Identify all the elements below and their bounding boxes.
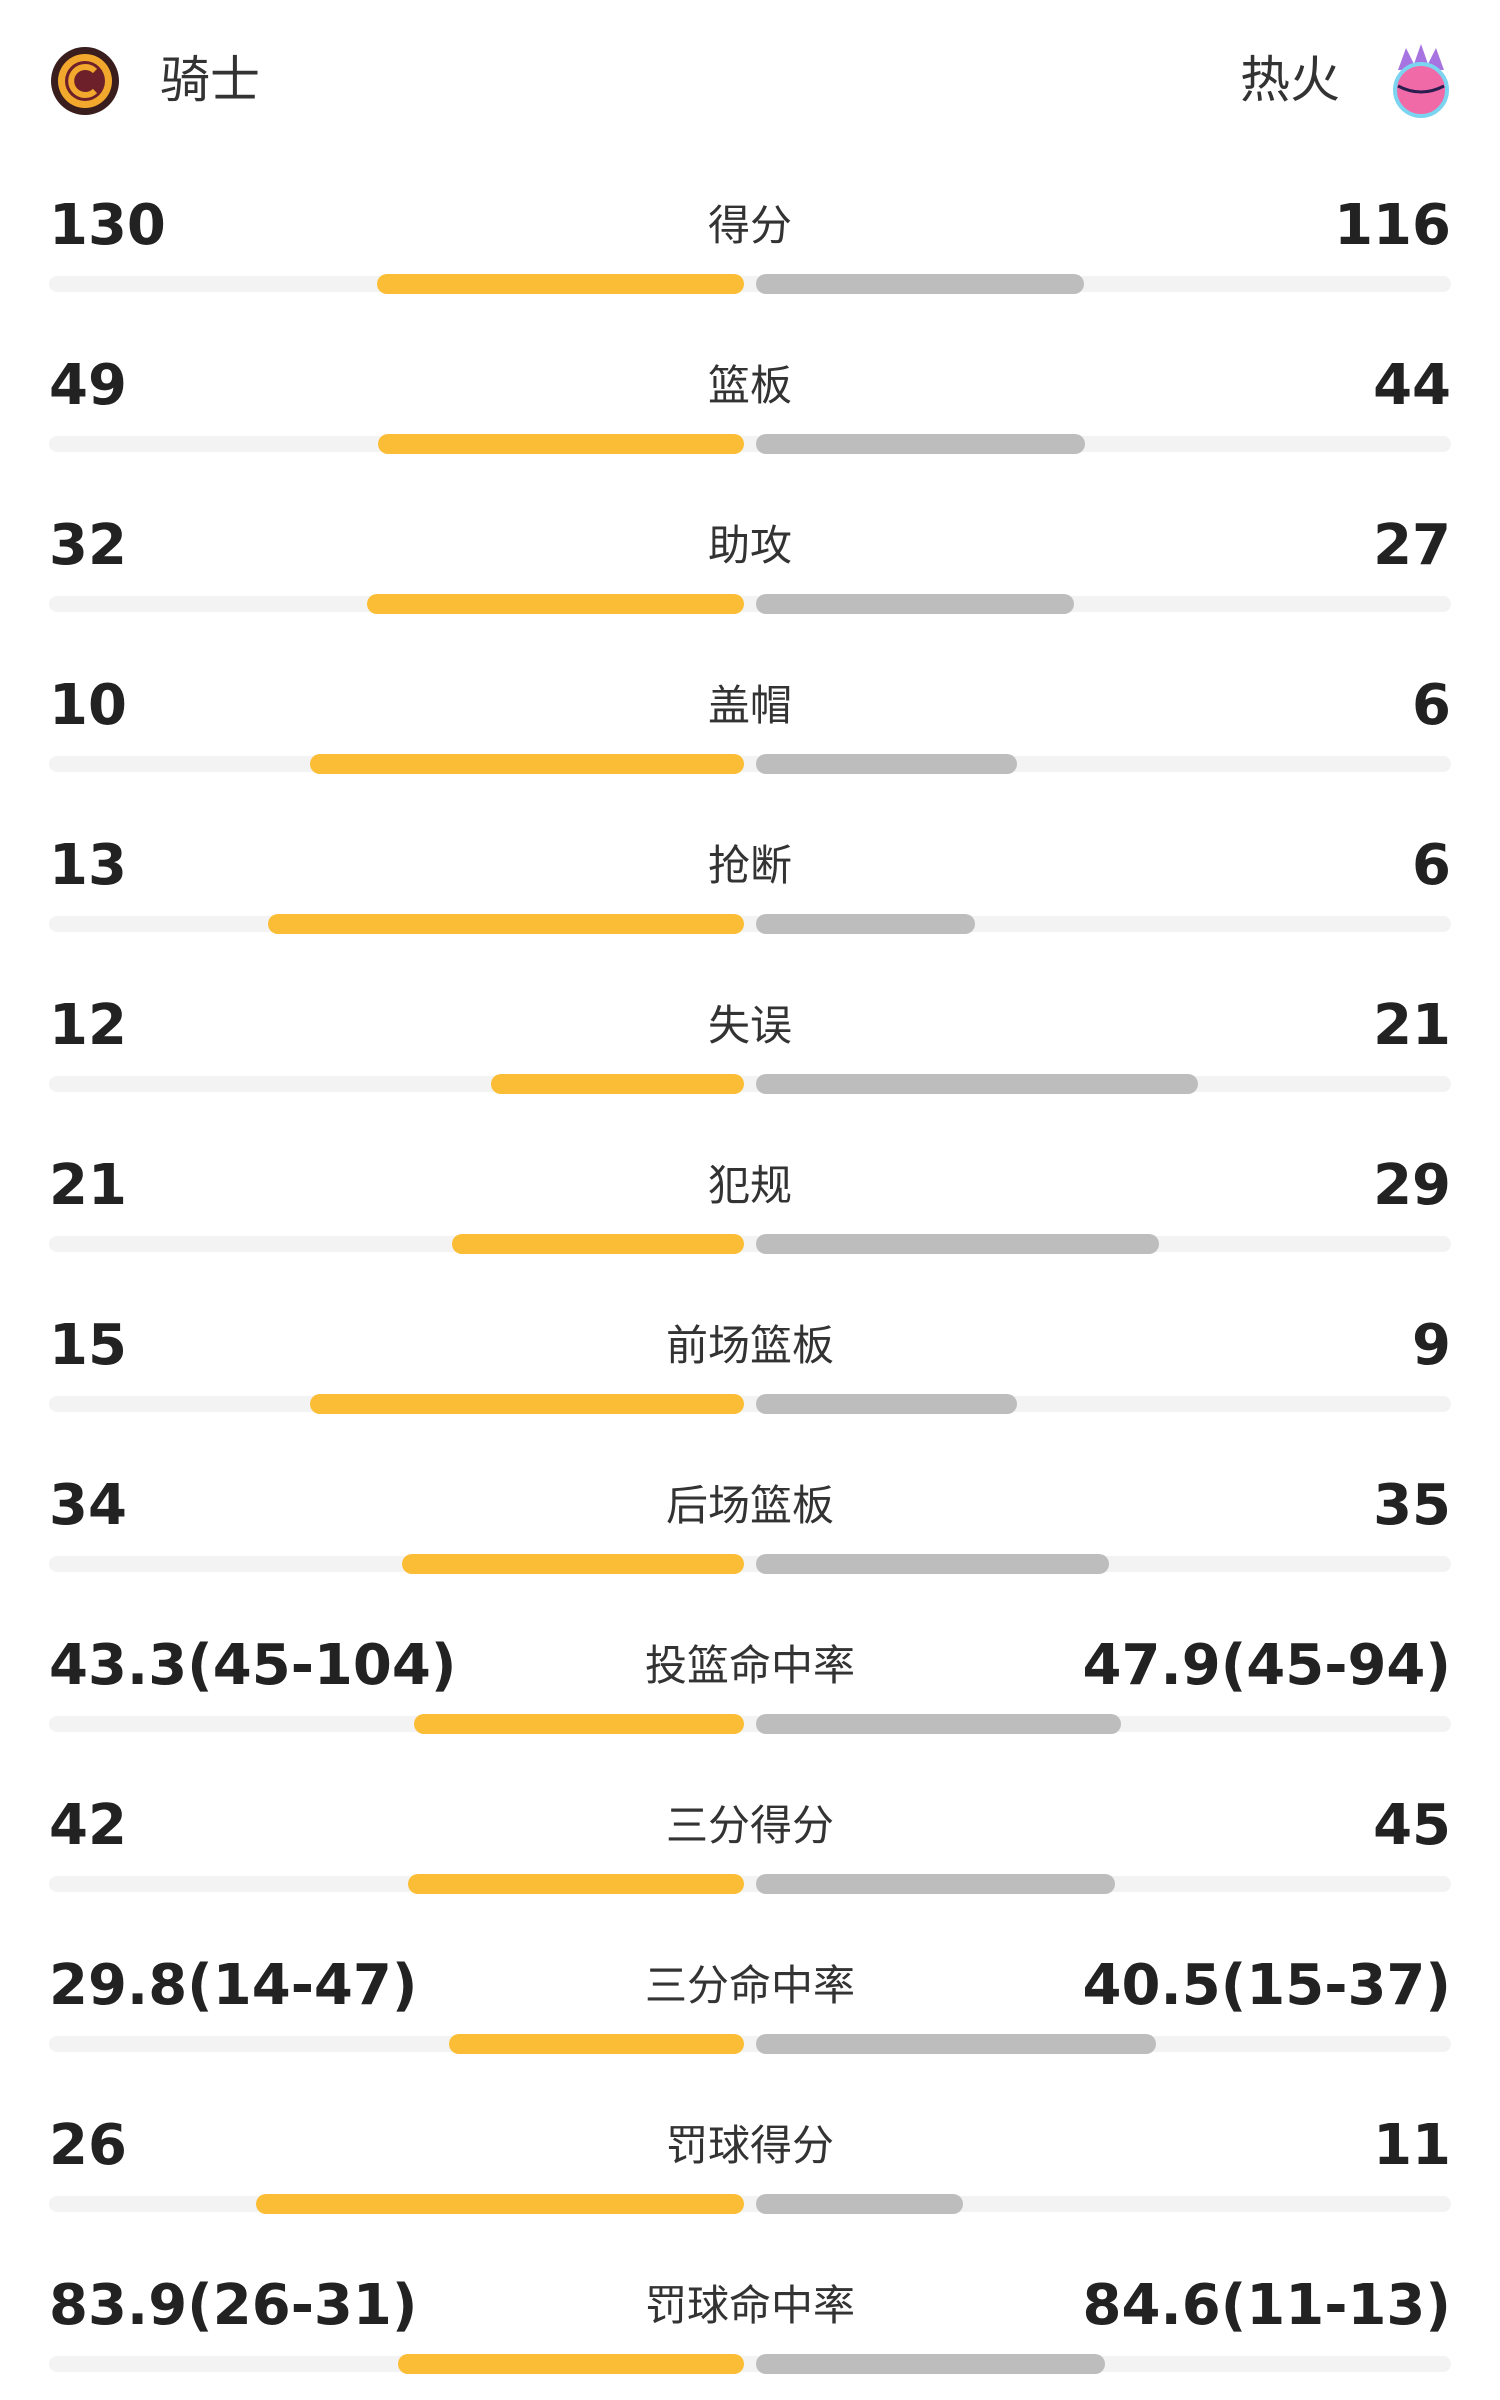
away-bar: [756, 914, 976, 934]
left-value: 42: [49, 1793, 127, 1858]
bar-track: [49, 1076, 1451, 1092]
stat-label: 失误: [707, 1001, 792, 1050]
right-value: 29: [1373, 1153, 1451, 1218]
left-value: 130: [49, 193, 166, 258]
right-value: 11: [1373, 2113, 1451, 2178]
left-value: 10: [49, 673, 127, 738]
bar-track: [49, 2036, 1451, 2052]
bar-track: [49, 1236, 1451, 1252]
left-value: 49: [49, 353, 127, 418]
away-bar: [756, 1234, 1160, 1254]
right-value: 47.9(45-94): [1082, 1633, 1451, 1698]
home-bar: [377, 434, 744, 454]
right-value: 116: [1334, 193, 1451, 258]
home-bar: [376, 274, 744, 294]
home-bar: [491, 1074, 744, 1094]
left-value: 26: [49, 2113, 127, 2178]
home-bar: [255, 2194, 744, 2214]
home-logo: [51, 47, 119, 115]
bar-track: [49, 1556, 1451, 1572]
bar-track: [49, 2356, 1451, 2372]
stat-label: 盖帽: [707, 681, 792, 730]
bar-track: [49, 276, 1451, 292]
bar-track: [49, 916, 1451, 932]
away-bar: [756, 1874, 1116, 1894]
bar-track: [49, 1716, 1451, 1732]
home-bar: [408, 1874, 744, 1894]
stat-label: 前场篮板: [665, 1321, 834, 1370]
stat-label: 三分得分: [665, 1801, 834, 1850]
right-value: 84.6(11-13): [1082, 2273, 1451, 2338]
right-value: 6: [1412, 673, 1451, 738]
bar-track: [49, 1396, 1451, 1412]
home-team: 骑士: [160, 51, 260, 109]
right-value: 40.5(15-37): [1082, 1953, 1451, 2018]
right-value: 9: [1412, 1313, 1451, 1378]
home-bar: [309, 1394, 744, 1414]
away-bar: [756, 1554, 1109, 1574]
right-value: 35: [1373, 1473, 1451, 1538]
home-bar: [268, 914, 744, 934]
away-bar: [756, 1394, 1017, 1414]
stat-label: 篮板: [707, 361, 792, 410]
right-value: 45: [1373, 1793, 1451, 1858]
left-value: 21: [49, 1153, 127, 1218]
away-bar: [756, 754, 1017, 774]
stat-label: 后场篮板: [665, 1481, 834, 1530]
home-bar: [452, 1234, 744, 1254]
home-bar: [397, 2354, 744, 2374]
away-bar: [756, 1074, 1199, 1094]
left-value: 15: [49, 1313, 127, 1378]
away-logo: [1393, 44, 1449, 118]
away-team: 热火: [1240, 51, 1340, 109]
right-value: 6: [1412, 833, 1451, 898]
away-bar: [756, 434, 1085, 454]
left-value: 12: [49, 993, 127, 1058]
bar-track: [49, 436, 1451, 452]
stat-label: 投篮命中率: [644, 1641, 855, 1690]
away-bar: [756, 2034, 1157, 2054]
bar-track: [49, 596, 1451, 612]
stat-label: 助攻: [707, 521, 792, 570]
left-value: 43.3(45-104): [49, 1633, 457, 1698]
away-bar: [756, 1714, 1122, 1734]
away-bar: [756, 2354, 1105, 2374]
left-value: 83.9(26-31): [49, 2273, 418, 2338]
bar-track: [49, 756, 1451, 772]
stat-label: 罚球命中率: [644, 2281, 855, 2330]
away-bar: [756, 594, 1075, 614]
stat-label: 抢断: [707, 841, 792, 890]
home-bar: [449, 2034, 744, 2054]
away-bar: [756, 274, 1084, 294]
home-bar: [309, 754, 744, 774]
stat-label: 犯规: [707, 1161, 792, 1210]
home-bar: [401, 1554, 744, 1574]
stat-label: 得分: [707, 201, 792, 250]
home-bar: [414, 1714, 744, 1734]
stat-label: 三分命中率: [644, 1961, 855, 2010]
right-value: 44: [1373, 353, 1451, 418]
left-value: 13: [49, 833, 127, 898]
right-value: 21: [1373, 993, 1451, 1058]
stat-label: 罚球得分: [665, 2121, 834, 2170]
right-value: 27: [1373, 513, 1451, 578]
left-value: 32: [49, 513, 127, 578]
away-bar: [756, 2194, 963, 2214]
bar-track: [49, 1876, 1451, 1892]
home-bar: [367, 594, 744, 614]
left-value: 29.8(14-47): [49, 1953, 418, 2018]
left-value: 34: [49, 1473, 127, 1538]
